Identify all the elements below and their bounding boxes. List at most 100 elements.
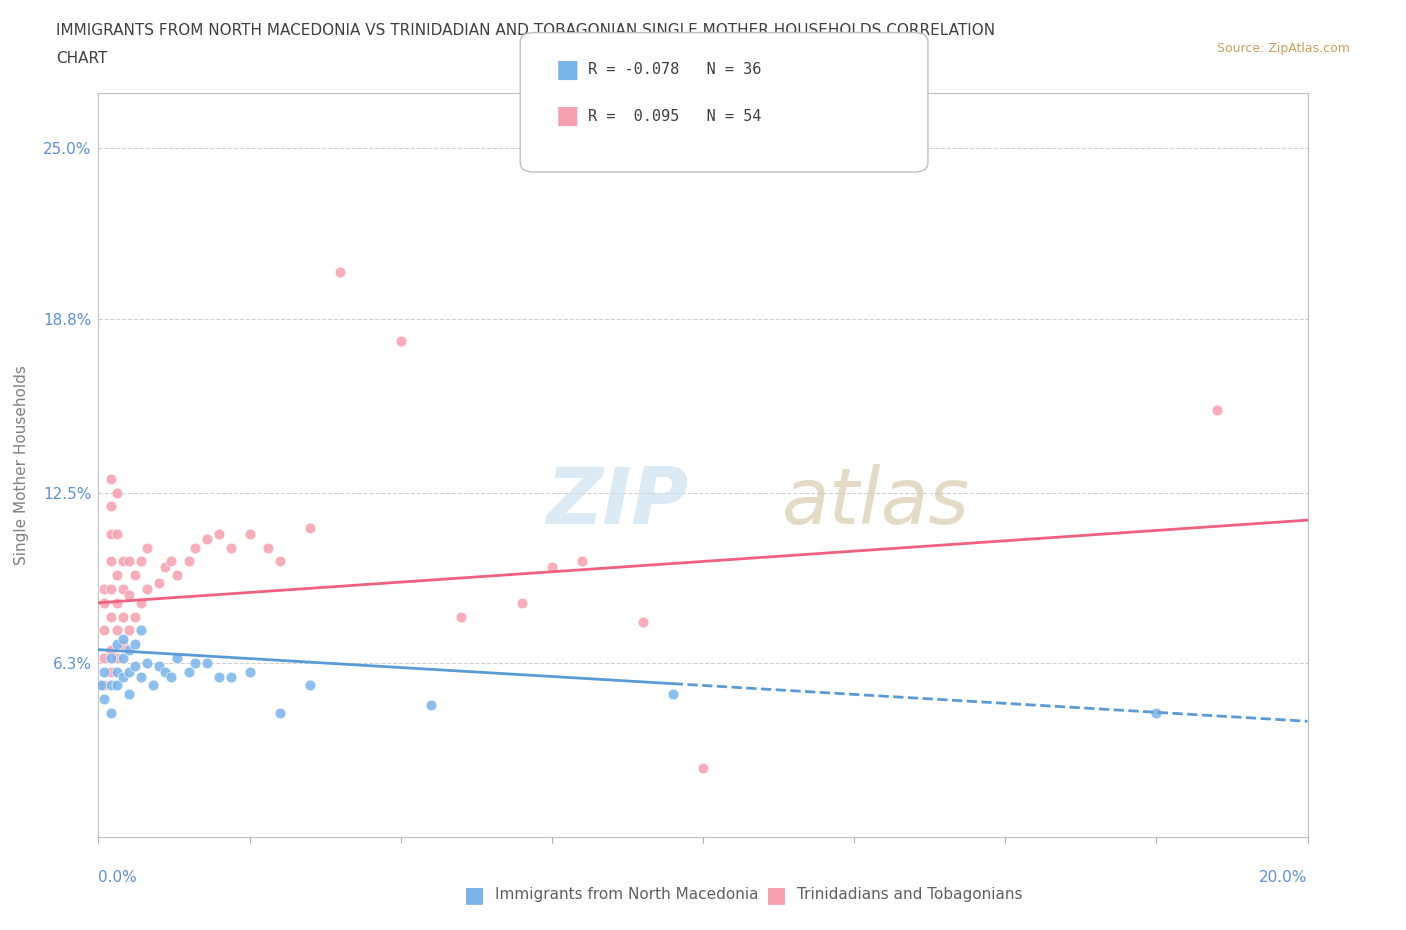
Point bbox=[195, 656, 218, 671]
Point bbox=[93, 678, 115, 693]
Point bbox=[124, 568, 146, 583]
Text: 0.0%: 0.0% bbox=[98, 870, 138, 884]
Text: ZIP: ZIP bbox=[546, 464, 688, 540]
Point bbox=[118, 554, 141, 569]
Point bbox=[105, 678, 128, 693]
Text: Source: ZipAtlas.com: Source: ZipAtlas.com bbox=[1216, 42, 1350, 55]
Point bbox=[129, 595, 152, 610]
Point bbox=[239, 526, 262, 541]
Text: Trinidadians and Tobagonians: Trinidadians and Tobagonians bbox=[797, 887, 1022, 902]
Point bbox=[692, 761, 714, 776]
Point bbox=[93, 650, 115, 665]
Point bbox=[118, 686, 141, 701]
Point bbox=[93, 623, 115, 638]
Text: ■: ■ bbox=[555, 58, 579, 82]
Point bbox=[221, 540, 243, 555]
Point bbox=[221, 670, 243, 684]
Point bbox=[111, 631, 134, 646]
Point bbox=[100, 526, 122, 541]
Text: IMMIGRANTS FROM NORTH MACEDONIA VS TRINIDADIAN AND TOBAGONIAN SINGLE MOTHER HOUS: IMMIGRANTS FROM NORTH MACEDONIA VS TRINI… bbox=[56, 23, 995, 38]
Point bbox=[208, 526, 231, 541]
Point bbox=[100, 664, 122, 679]
Point bbox=[118, 643, 141, 658]
Point bbox=[153, 664, 176, 679]
Point bbox=[100, 678, 122, 693]
Point bbox=[105, 568, 128, 583]
Y-axis label: Single Mother Households: Single Mother Households bbox=[14, 365, 30, 565]
Point bbox=[118, 587, 141, 602]
Point bbox=[160, 670, 183, 684]
Point bbox=[93, 692, 115, 707]
Point bbox=[450, 609, 472, 624]
Point bbox=[153, 560, 176, 575]
Point bbox=[540, 560, 562, 575]
Point bbox=[177, 664, 201, 679]
Point bbox=[129, 670, 152, 684]
Text: ■: ■ bbox=[464, 884, 485, 905]
Point bbox=[124, 609, 146, 624]
Point bbox=[105, 664, 128, 679]
Point bbox=[100, 706, 122, 721]
Text: R =  0.095   N = 54: R = 0.095 N = 54 bbox=[588, 109, 761, 124]
Point bbox=[510, 595, 533, 610]
Point bbox=[166, 568, 188, 583]
Point bbox=[148, 658, 170, 673]
Text: ■: ■ bbox=[555, 104, 579, 128]
Point bbox=[129, 554, 152, 569]
Point bbox=[195, 532, 218, 547]
Point bbox=[111, 609, 134, 624]
Point bbox=[299, 521, 322, 536]
Point bbox=[100, 498, 122, 513]
Text: atlas: atlas bbox=[782, 464, 970, 540]
Point bbox=[256, 540, 278, 555]
Point bbox=[135, 581, 157, 596]
Point bbox=[105, 637, 128, 652]
Text: ■: ■ bbox=[766, 884, 787, 905]
Point bbox=[631, 615, 654, 630]
Point bbox=[100, 472, 122, 486]
Point bbox=[160, 554, 183, 569]
Point bbox=[148, 576, 170, 591]
Point bbox=[135, 540, 157, 555]
Point bbox=[142, 678, 165, 693]
Point bbox=[661, 686, 683, 701]
Point bbox=[166, 650, 188, 665]
Point bbox=[111, 650, 134, 665]
Point bbox=[93, 664, 115, 679]
Point bbox=[105, 623, 128, 638]
Point bbox=[111, 637, 134, 652]
Point bbox=[1206, 403, 1229, 418]
Point bbox=[100, 609, 122, 624]
Point bbox=[184, 540, 207, 555]
Text: R = -0.078   N = 36: R = -0.078 N = 36 bbox=[588, 62, 761, 77]
Point bbox=[571, 554, 593, 569]
Point bbox=[105, 650, 128, 665]
Point bbox=[111, 670, 134, 684]
Point bbox=[419, 698, 441, 712]
Point bbox=[1144, 706, 1167, 721]
Point bbox=[389, 334, 412, 349]
Point bbox=[118, 623, 141, 638]
Point bbox=[299, 678, 322, 693]
Point bbox=[90, 678, 112, 693]
Text: Immigrants from North Macedonia: Immigrants from North Macedonia bbox=[495, 887, 758, 902]
Point bbox=[269, 706, 291, 721]
Point bbox=[118, 664, 141, 679]
Point bbox=[93, 595, 115, 610]
Point bbox=[329, 265, 352, 280]
Point bbox=[100, 643, 122, 658]
Point bbox=[105, 526, 128, 541]
Point bbox=[105, 485, 128, 500]
Point bbox=[100, 554, 122, 569]
Point bbox=[93, 581, 115, 596]
Point bbox=[105, 595, 128, 610]
Text: 20.0%: 20.0% bbox=[1260, 870, 1308, 884]
Point bbox=[100, 581, 122, 596]
Point bbox=[111, 581, 134, 596]
Point bbox=[239, 664, 262, 679]
Point bbox=[177, 554, 201, 569]
Point bbox=[184, 656, 207, 671]
Point bbox=[124, 658, 146, 673]
Text: CHART: CHART bbox=[56, 51, 108, 66]
Point bbox=[111, 554, 134, 569]
